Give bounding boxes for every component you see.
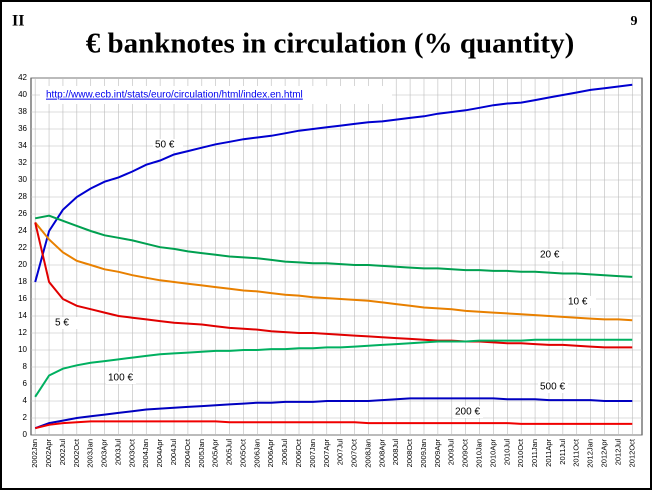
x-tick-label: 2008Oct — [405, 438, 414, 467]
x-tick-label: 2002Jul — [58, 439, 67, 466]
x-tick-label: 2002Apr — [44, 439, 53, 468]
x-tick-label: 2010Apr — [488, 439, 497, 468]
series-label-bg — [53, 317, 83, 329]
x-tick-label: 2004Jul — [169, 439, 178, 466]
x-tick-label: 2011Apr — [544, 439, 553, 467]
x-tick-label: 2006Apr — [266, 439, 275, 468]
x-tick-label: 2008Apr — [377, 439, 386, 468]
x-tick-label: 2007Jul — [336, 439, 345, 466]
series-line — [34, 420, 633, 430]
series-label: 5 € — [55, 318, 69, 329]
x-tick-label: 2009Jan — [419, 439, 428, 468]
plot: 2002Jan 2002Apr 2002Jul 2002Oct 2003Jan 2003A… — [18, 73, 643, 468]
series-label-bg — [566, 296, 596, 308]
x-tick-label: 2012Jul — [613, 439, 622, 466]
y-tick-label: 2 — [23, 413, 28, 422]
x-tick-label: 2005Oct — [238, 438, 247, 467]
y-tick-label: 0 — [23, 430, 28, 439]
series-label-bg — [453, 406, 483, 418]
series-line — [34, 83, 633, 283]
y-tick-label: 10 — [18, 345, 27, 354]
series-label-bg — [153, 139, 183, 151]
series-label: 200 € — [455, 407, 480, 418]
y-tick-label: 30 — [18, 175, 27, 184]
x-tick-label: 2012Apr — [599, 439, 608, 468]
x-tick-label: 2002Jan — [30, 439, 39, 468]
y-tick-label: 18 — [18, 277, 27, 286]
y-tick-label: 6 — [23, 379, 28, 388]
series-line — [34, 338, 633, 398]
y-tick-label: 36 — [18, 124, 27, 133]
x-tick-label: 2010Jan — [475, 439, 484, 468]
y-tick-label: 40 — [18, 90, 27, 99]
x-tick-label: 2009Apr — [433, 439, 442, 468]
x-tick-label: 2006Jul — [280, 439, 289, 466]
chart-title: € banknotes in circulation (% quantity) — [86, 28, 575, 60]
source-link[interactable]: http://www.ecb.int/stats/euro/circulatio… — [46, 90, 303, 101]
series-line — [35, 214, 633, 278]
y-tick-label: 4 — [23, 396, 28, 405]
x-tick-label: 2005Jul — [225, 439, 234, 466]
x-tick-label: 2007Jan — [308, 439, 317, 468]
y-tick-label: 16 — [18, 294, 27, 303]
x-tick-label: 2006Oct — [294, 438, 303, 467]
corner-left: II — [12, 13, 24, 30]
series-line — [34, 397, 633, 430]
y-tick-label: 22 — [18, 243, 27, 252]
y-tick-label: 20 — [18, 260, 27, 269]
x-tick-label: 2012Oct — [627, 438, 636, 467]
x-tick-label: 2004Jan — [141, 439, 150, 468]
series-label: 20 € — [540, 250, 560, 261]
x-tick-label: 2008Jul — [391, 439, 400, 466]
series-line — [34, 221, 633, 322]
x-tick-label: 2009Oct — [461, 438, 470, 467]
x-tick-label: 2011Jan — [530, 439, 539, 467]
y-tick-label: 28 — [18, 192, 27, 201]
series-label-bg — [538, 381, 568, 393]
y-tick-label: 8 — [23, 362, 28, 371]
x-tick-label: 2010Oct — [516, 438, 525, 467]
y-tick-label: 26 — [18, 209, 27, 218]
y-tick-label: 14 — [18, 311, 27, 320]
series-label: 100 € — [108, 373, 133, 384]
series-line — [34, 222, 633, 349]
y-tick-label: 12 — [18, 328, 27, 337]
x-tick-label: 2002Oct — [72, 438, 81, 467]
x-tick-label: 2009Jul — [447, 439, 456, 466]
x-tick-label: 2007Oct — [350, 438, 359, 467]
x-tick-label: 2008Jan — [363, 439, 372, 468]
x-tick-label: 2005Apr — [211, 439, 220, 468]
y-tick-label: 32 — [18, 158, 27, 167]
x-tick-label: 2003Jul — [113, 439, 122, 466]
x-tick-label: 2010Jul — [502, 439, 511, 466]
x-tick-label: 2011Oct — [572, 438, 581, 467]
series-label-bg — [538, 249, 568, 261]
corner-right: 9 — [631, 14, 638, 29]
y-tick-label: 34 — [18, 141, 27, 150]
x-tick-label: 2005Jan — [197, 439, 206, 468]
x-tick-label: 2004Oct — [183, 438, 192, 467]
x-tick-label: 2007Apr — [322, 439, 331, 468]
series-label-bg — [106, 372, 136, 384]
y-tick-label: 42 — [18, 73, 27, 82]
x-tick-label: 2003Jan — [86, 439, 95, 468]
x-tick-label: 2004Apr — [155, 439, 164, 468]
x-tick-label: 2006Jan — [252, 439, 261, 468]
y-tick-label: 24 — [18, 226, 27, 235]
series-label: 500 € — [540, 382, 565, 393]
series-label: 50 € — [155, 140, 175, 151]
y-tick-label: 38 — [18, 107, 27, 116]
x-tick-label: 2003Oct — [127, 438, 136, 467]
series-label: 10 € — [568, 297, 588, 308]
x-tick-label: 2012Jan — [586, 439, 595, 468]
x-tick-label: 2011Jul — [558, 439, 567, 465]
x-tick-label: 2003Apr — [100, 439, 109, 468]
url-box — [40, 86, 392, 104]
